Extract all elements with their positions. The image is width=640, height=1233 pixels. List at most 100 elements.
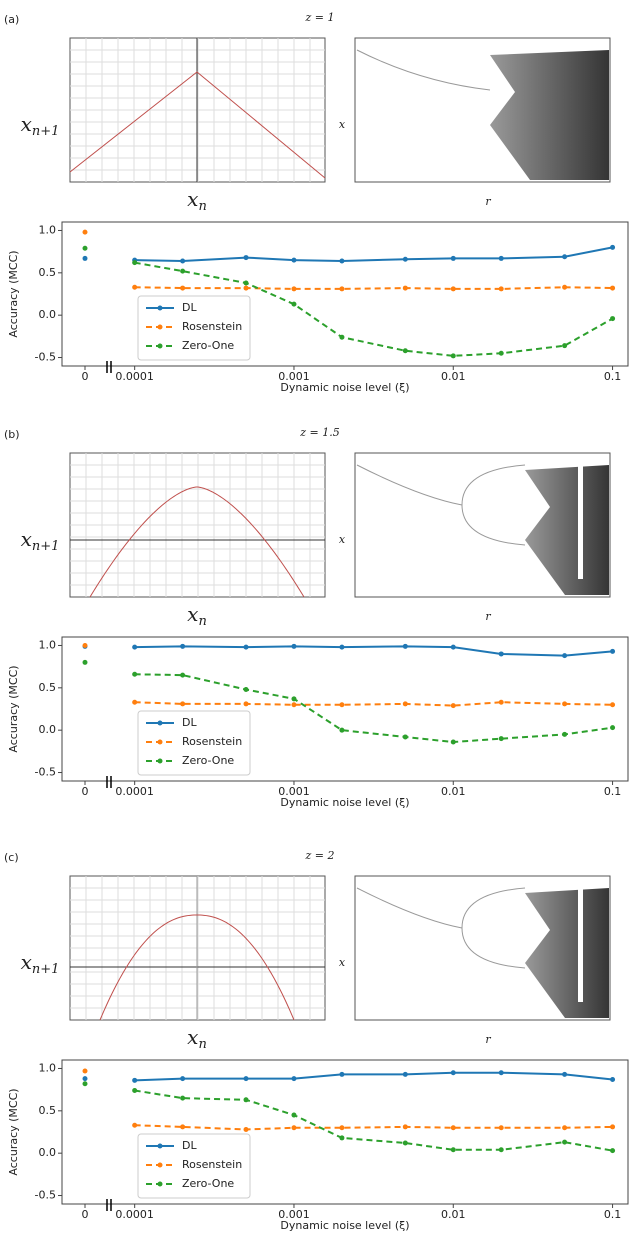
series-point <box>291 301 297 307</box>
series-point <box>402 1140 408 1146</box>
series-point <box>291 286 297 292</box>
series-point <box>180 643 186 649</box>
zero-noise-point <box>82 1068 88 1074</box>
panel-label: (b) <box>4 428 20 441</box>
series-point <box>180 701 186 707</box>
zero-noise-point <box>82 245 88 251</box>
x-tick-label: 0.1 <box>604 785 622 798</box>
series-point <box>243 1097 249 1103</box>
series-point <box>291 643 297 649</box>
map-x-label-sub: n <box>198 1037 206 1052</box>
panel-label: (c) <box>4 851 19 864</box>
map-x-label-base: x <box>187 187 198 211</box>
bifurcation-x-label: r <box>485 610 491 623</box>
x-tick-label: 0.001 <box>278 370 310 383</box>
series-line <box>134 645 613 657</box>
series-point <box>498 699 504 705</box>
series-point <box>610 648 616 654</box>
series-point <box>339 1125 345 1131</box>
legend-label: Rosenstein <box>182 1158 242 1171</box>
series-point <box>562 1125 568 1131</box>
zero-noise-point <box>82 659 88 665</box>
legend-label: Rosenstein <box>182 320 242 333</box>
series-point <box>132 284 138 290</box>
legend-box <box>137 1133 251 1199</box>
series-point <box>402 348 408 354</box>
series-point <box>562 653 568 659</box>
series-point <box>132 1122 138 1128</box>
panel-label: (a) <box>4 13 19 26</box>
series-point <box>562 1071 568 1077</box>
map-y-label-sub: n+1 <box>32 539 60 554</box>
series-point <box>180 1076 186 1082</box>
x-tick-label: 0.1 <box>604 370 622 383</box>
series-point <box>450 255 456 261</box>
series-point <box>339 334 345 340</box>
legend-box <box>137 710 251 776</box>
y-tick-label: 1.0 <box>39 223 57 236</box>
series-point <box>402 1071 408 1077</box>
series-point <box>291 1076 297 1082</box>
series-point <box>339 258 345 264</box>
bifurcation-fork <box>461 887 526 969</box>
series-point <box>498 350 504 356</box>
series-point <box>402 285 408 291</box>
series-point <box>402 734 408 740</box>
panel-title: z = 1 <box>304 11 334 24</box>
x-tick-label: 0.001 <box>278 1208 310 1221</box>
series-point <box>402 256 408 262</box>
x-tick-label: 0.001 <box>278 785 310 798</box>
legend-box <box>137 295 251 361</box>
zero-noise-point <box>82 642 88 648</box>
series-point <box>610 725 616 731</box>
series-point <box>180 268 186 274</box>
map-x-label: xn <box>187 187 207 214</box>
series-point <box>291 1112 297 1118</box>
series-point <box>402 643 408 649</box>
map-y-label-base: x <box>21 950 32 974</box>
x-tick-label: 0 <box>82 370 89 383</box>
series-point <box>243 1126 249 1132</box>
series-point <box>339 1135 345 1141</box>
y-tick-label: 0.0 <box>39 1146 57 1159</box>
series-point <box>339 1071 345 1077</box>
series-point <box>243 280 249 286</box>
series-point <box>339 727 345 733</box>
map-curve <box>99 914 295 1021</box>
series-point <box>498 651 504 657</box>
series-point <box>450 286 456 292</box>
series-point <box>132 699 138 705</box>
map-curve <box>69 71 326 179</box>
y-tick-label: 0.5 <box>39 266 57 279</box>
bifurcation-branch <box>356 464 463 506</box>
legend-label: DL <box>182 1139 197 1152</box>
series-point <box>610 1148 616 1154</box>
series-point <box>450 1070 456 1076</box>
series-line <box>134 1089 613 1152</box>
bifurcation-x-label: r <box>485 195 491 208</box>
map-y-label-sub: n+1 <box>32 962 60 977</box>
map-y-label-base: x <box>21 527 32 551</box>
y-tick-label: -0.5 <box>35 1189 56 1202</box>
zero-noise-point <box>82 255 88 261</box>
x-tick-label: 0.1 <box>604 1208 622 1221</box>
x-axis-label: Dynamic noise level (ξ) <box>280 381 409 394</box>
series-point <box>180 1095 186 1101</box>
y-tick-label: 0.0 <box>39 723 57 736</box>
series-point <box>562 701 568 707</box>
map-y-label: xn+1 <box>21 950 60 977</box>
series-point <box>498 736 504 742</box>
map-x-label-base: x <box>187 1025 198 1049</box>
y-tick-label: 1.0 <box>39 638 57 651</box>
series-point <box>402 701 408 707</box>
legend-label: Zero-One <box>182 754 234 767</box>
series-point <box>243 701 249 707</box>
series-point <box>450 739 456 745</box>
map-curve <box>89 486 305 598</box>
series-point <box>180 258 186 264</box>
legend-marker <box>157 1181 163 1187</box>
legend-label: DL <box>182 716 197 729</box>
x-tick-label: 0.0001 <box>115 785 154 798</box>
zero-noise-point <box>82 1076 88 1082</box>
